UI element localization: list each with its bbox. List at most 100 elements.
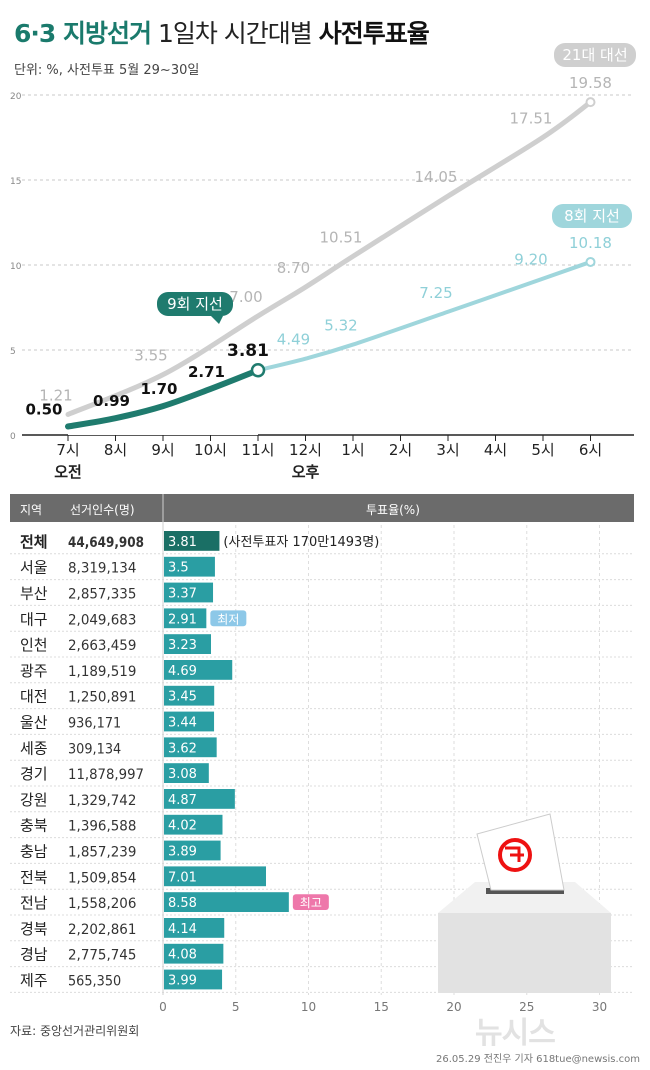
voters-value: 44,649,908 xyxy=(68,535,144,551)
bar xyxy=(164,711,215,732)
y-tick-label: 20 xyxy=(10,92,22,102)
ballot-box-lid xyxy=(438,882,611,913)
data-label-21대-대선: 1.21 xyxy=(39,386,72,404)
series-line-9회-지선 xyxy=(65,367,261,430)
bar-value-label: 3.37 xyxy=(168,587,197,602)
bar xyxy=(164,737,217,758)
x-tick-label: 3시 xyxy=(436,441,459,459)
bar-value-label: 4.08 xyxy=(168,948,197,963)
bar xyxy=(164,608,207,629)
region-label: 울산 xyxy=(20,714,48,732)
region-label: 전남 xyxy=(20,894,48,912)
x-tick-label: 4시 xyxy=(484,441,507,459)
bar-value-label: 3.62 xyxy=(168,741,197,756)
region-label: 서울 xyxy=(20,559,48,577)
data-label-8회-지선: 4.49 xyxy=(277,331,310,349)
annotation-total-voters: (사전투표자 170만1493명) xyxy=(223,535,379,550)
series-line-21대-대선 xyxy=(65,99,593,417)
x-tick-label: 8시 xyxy=(104,441,127,459)
voters-value: 11,878,997 xyxy=(68,767,144,783)
region-label: 광주 xyxy=(20,662,48,680)
ballot-stamp-icon xyxy=(498,838,532,872)
end-marker-9회-지선 xyxy=(250,362,266,378)
bar-x-tick-label: 10 xyxy=(301,1000,316,1014)
region-label: 강원 xyxy=(20,791,48,809)
x-tick-label: 6시 xyxy=(579,441,602,459)
data-label-8회-지선: 10.18 xyxy=(569,234,612,252)
data-label-21대-대선: 14.05 xyxy=(415,168,458,186)
data-label-9회-지선: 1.70 xyxy=(140,380,177,398)
region-label: 제주 xyxy=(20,972,48,990)
voters-value: 1,558,206 xyxy=(68,896,136,912)
bar-value-label: 4.14 xyxy=(168,922,197,937)
x-tick-label: 11시 xyxy=(242,441,275,459)
bar xyxy=(164,918,225,938)
bar xyxy=(164,814,223,835)
col-header-voters: 선거인수(명) xyxy=(70,503,135,517)
col-header-region: 지역 xyxy=(20,503,43,517)
annotation-lowest: 최저 xyxy=(217,612,239,626)
voters-value: 2,202,861 xyxy=(68,922,136,938)
region-label: 대전 xyxy=(20,688,48,706)
end-marker-8회-지선 xyxy=(585,256,596,267)
table-header: 지역 선거인수(명) 투표율(%) xyxy=(10,494,634,522)
region-label: 충남 xyxy=(20,843,48,861)
data-label-9회-지선: 0.50 xyxy=(25,401,62,419)
y-tick-label: 0 xyxy=(10,432,16,442)
region-label: 경기 xyxy=(20,765,48,783)
voters-value: 1,250,891 xyxy=(68,690,136,706)
voters-value: 2,775,745 xyxy=(68,948,136,964)
x-tick-label: 2시 xyxy=(389,441,412,459)
bar-x-tick-label: 20 xyxy=(446,1000,461,1014)
end-marker-21대-대선 xyxy=(585,97,596,108)
voters-value: 8,319,134 xyxy=(68,561,136,577)
x-tick-label: 5시 xyxy=(531,441,554,459)
bar xyxy=(164,685,215,706)
bar-value-label: 3.89 xyxy=(168,845,197,860)
x-tick-label: 10시 xyxy=(194,441,227,459)
annotation-highest: 최고 xyxy=(300,896,322,910)
unit-note: 단위: %, 사전투표 5월 29~30일 xyxy=(14,63,200,78)
data-label-21대-대선: 19.58 xyxy=(569,74,612,92)
region-label: 경남 xyxy=(20,946,48,964)
data-label-21대-대선: 7.00 xyxy=(229,288,262,306)
voters-value: 1,509,854 xyxy=(68,870,136,886)
bar-value-label: 3.5 xyxy=(168,561,189,576)
bar-x-tick-label: 15 xyxy=(374,1000,389,1014)
region-label: 전체 xyxy=(20,533,48,551)
bar xyxy=(164,789,235,809)
y-tick-label: 15 xyxy=(10,177,21,187)
bar xyxy=(164,943,224,964)
region-label: 충북 xyxy=(20,817,48,835)
title-part2: 1일차 시간대별 xyxy=(157,19,313,48)
bar xyxy=(164,763,209,783)
bar xyxy=(164,969,223,990)
bar-value-label: 4.02 xyxy=(168,819,197,834)
ballot-box-slot xyxy=(486,888,564,894)
bar-x-tick-label: 30 xyxy=(592,1000,607,1014)
col-header-rate: 투표율(%) xyxy=(366,503,420,517)
series-line-8회-지선 xyxy=(256,259,593,373)
bar-value-label: 4.87 xyxy=(168,793,197,808)
voters-value: 565,350 xyxy=(68,974,121,990)
bar xyxy=(164,556,215,577)
newsis-logo: 뉴시스 xyxy=(475,1016,556,1051)
x-tick-label: 1시 xyxy=(341,441,364,459)
bar xyxy=(164,840,221,861)
bar-value-label: 3.08 xyxy=(168,767,197,782)
y-tick-label: 5 xyxy=(10,347,16,357)
series-tag-9회-지선-pointer xyxy=(211,316,223,324)
bar xyxy=(164,866,266,887)
series-tag-9회-지선-bg xyxy=(157,292,233,316)
ballot-stamp-mark xyxy=(505,846,524,862)
data-label-9회-지선: 0.99 xyxy=(93,392,130,410)
data-label-21대-대선: 10.51 xyxy=(320,228,363,246)
series-tag-8회-지선: 8회 지선 xyxy=(564,207,620,225)
data-label-21대-대선: 3.55 xyxy=(134,347,167,365)
data-label-8회-지선: 7.25 xyxy=(419,284,452,302)
bar-value-label: 7.01 xyxy=(168,870,197,885)
voters-value: 936,171 xyxy=(68,716,121,732)
data-label-9회-지선: 3.81 xyxy=(227,341,269,361)
page-title: 6·3 지방선거 1일차 시간대별 사전투표율 xyxy=(14,14,430,50)
x-sublabel: 오후 xyxy=(292,463,320,481)
